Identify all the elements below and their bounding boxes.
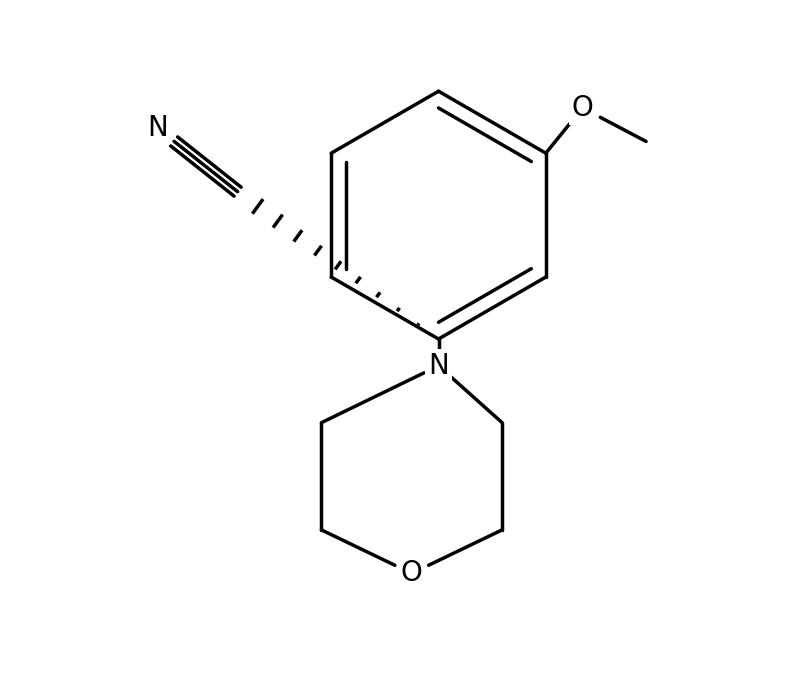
Text: N: N (428, 352, 449, 380)
Text: O: O (401, 559, 423, 587)
Text: N: N (147, 114, 167, 142)
Text: O: O (572, 94, 593, 122)
